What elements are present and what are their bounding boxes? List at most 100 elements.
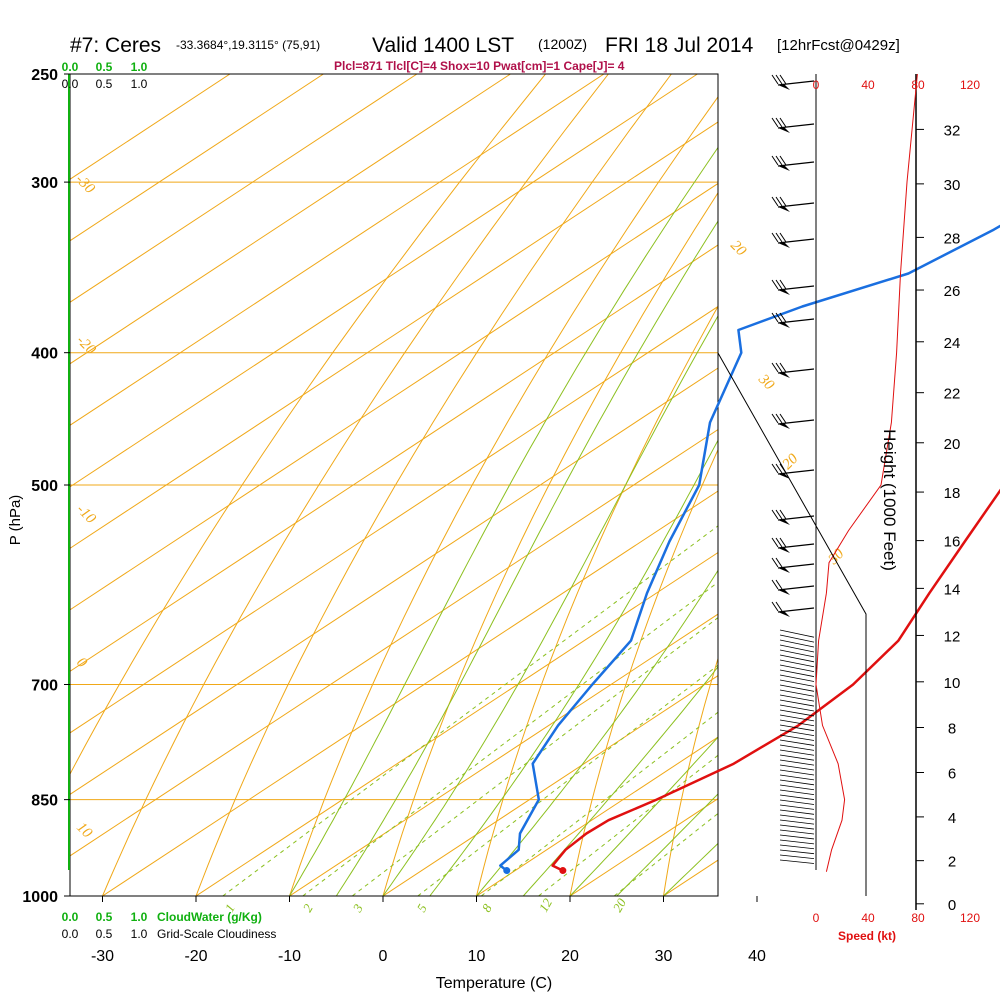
- wind-barb-low: [779, 729, 815, 736]
- pressure-tick-label: 1000: [22, 889, 58, 906]
- wind-barb-feather: [775, 312, 783, 323]
- cloudwater-top-label: 0.5: [96, 60, 113, 74]
- chart-title-forecast: [12hrFcst@0429z]: [777, 37, 900, 54]
- isotherm-50: [851, 74, 1000, 896]
- moist-adiabat: [289, 146, 718, 896]
- wind-barb-low: [779, 669, 815, 677]
- height-tick-label: 16: [944, 534, 961, 551]
- y-axis-title: P (hPa): [7, 495, 24, 546]
- wind-barb-feather: [771, 537, 779, 548]
- wind-barb-feather: [779, 232, 787, 243]
- isotherm--30: [102, 490, 718, 896]
- wind-barb-feather: [779, 117, 787, 128]
- mixing-ratio-line: [417, 664, 718, 896]
- wind-barb-low: [779, 849, 815, 855]
- cloudiness-bottom-label: 0.5: [96, 927, 113, 941]
- isotherm--110: [70, 74, 605, 426]
- wind-barb-low: [779, 699, 815, 707]
- height-tick-label: 22: [944, 386, 961, 403]
- wind-barb-feather: [779, 362, 787, 373]
- dry-adiabat: [569, 448, 718, 896]
- wind-barb-low: [779, 814, 815, 820]
- wind-barb-low: [779, 829, 815, 835]
- dry-adiabat: [663, 656, 718, 896]
- wind-barb-low: [779, 719, 815, 727]
- height-tick-label: 24: [944, 335, 961, 352]
- wind-barb-feather: [775, 196, 783, 207]
- moist-adiabat: [476, 569, 718, 896]
- height-tick-label: 8: [948, 720, 956, 737]
- wind-barb: [771, 279, 815, 295]
- x-tick-label: 20: [561, 948, 579, 965]
- wind-barb-feather: [771, 74, 779, 85]
- moist-adiabat: [335, 220, 718, 896]
- x-tick-label: 10: [468, 948, 486, 965]
- wind-barb-flag: [778, 567, 790, 573]
- dewpoint-surface-dot: [503, 867, 511, 875]
- isotherm-40: [757, 74, 1000, 896]
- cloudwater-label: CloudWater (g/Kg): [157, 910, 262, 924]
- wind-barb-flag: [778, 473, 790, 479]
- wind-barb-feather: [775, 509, 783, 520]
- chart-title-valid: Valid 1400 LST: [372, 34, 514, 57]
- isotherm--70: [70, 244, 718, 672]
- wind-barb-low: [779, 639, 815, 648]
- mixing-ratio-label: 5: [414, 901, 430, 915]
- speed-scale-bottom-label: 0: [813, 911, 820, 925]
- wind-barb-feather: [771, 579, 779, 590]
- isotherm--140: [70, 74, 324, 242]
- wind-barb: [771, 579, 815, 595]
- wind-barb-feather: [779, 155, 787, 166]
- wind-barb: [771, 557, 815, 573]
- dry-adiabat: [851, 74, 1000, 896]
- wind-barb-flag: [778, 165, 790, 171]
- isotherm-0: [382, 675, 718, 896]
- wind-barb-feather: [771, 362, 779, 373]
- wind-barb-feather: [779, 196, 787, 207]
- wind-barb-low: [779, 759, 815, 766]
- wind-barb-feather: [775, 362, 783, 373]
- wind-barb-feather: [771, 196, 779, 207]
- cloudiness-top-label: 1.0: [131, 77, 148, 91]
- wind-barb: [771, 509, 815, 525]
- height-tick-label: 6: [948, 766, 956, 783]
- speed-scale-bottom-label: 80: [911, 911, 925, 925]
- wind-barb-feather: [771, 232, 779, 243]
- mixing-ratio-line: [351, 616, 718, 896]
- wind-barb-low: [779, 679, 815, 687]
- wind-barb-flag: [778, 206, 790, 212]
- speed-scale-top-label: 40: [861, 78, 875, 92]
- speed-scale-top-label: 0: [813, 78, 820, 92]
- height-tick-label: 28: [944, 230, 961, 247]
- mixing-ratio-line: [222, 525, 718, 896]
- x-tick-label: -10: [278, 948, 301, 965]
- isotherm--120: [70, 74, 511, 365]
- wind-barb-low: [779, 774, 815, 781]
- cloudiness-top-label: 0.0: [62, 77, 79, 91]
- isotherm--10: [289, 613, 718, 896]
- wind-barb-low: [779, 779, 815, 786]
- wind-barb-low: [779, 789, 815, 796]
- dry-adiabat-label: 10: [73, 820, 95, 842]
- wind-barb: [771, 232, 815, 248]
- wind-barb-flag: [778, 84, 790, 90]
- dry-adiabat-label: -20: [73, 333, 99, 359]
- wind-barb-low: [779, 839, 815, 845]
- height-axis-title: Height (1000 Feet): [880, 429, 899, 571]
- wind-barb-low: [779, 654, 815, 663]
- isotherm-10: [476, 736, 718, 896]
- wind-barb-flag: [778, 289, 790, 295]
- moist-adiabat: [569, 736, 718, 896]
- wind-barb-feather: [775, 155, 783, 166]
- speed-scale-top-label: 120: [960, 78, 980, 92]
- dry-adiabat: [757, 74, 1000, 896]
- wind-barb-flag: [778, 519, 790, 525]
- wind-barb: [771, 601, 815, 617]
- height-tick-label: 4: [948, 810, 956, 827]
- speed-scale-bottom-label: 120: [960, 911, 980, 925]
- wind-barb-feather: [775, 117, 783, 128]
- wind-barb-feather: [775, 557, 783, 568]
- height-tick-label: 20: [944, 436, 961, 453]
- cloudiness-bottom-label: 1.0: [131, 927, 148, 941]
- wind-barb-low: [779, 684, 815, 692]
